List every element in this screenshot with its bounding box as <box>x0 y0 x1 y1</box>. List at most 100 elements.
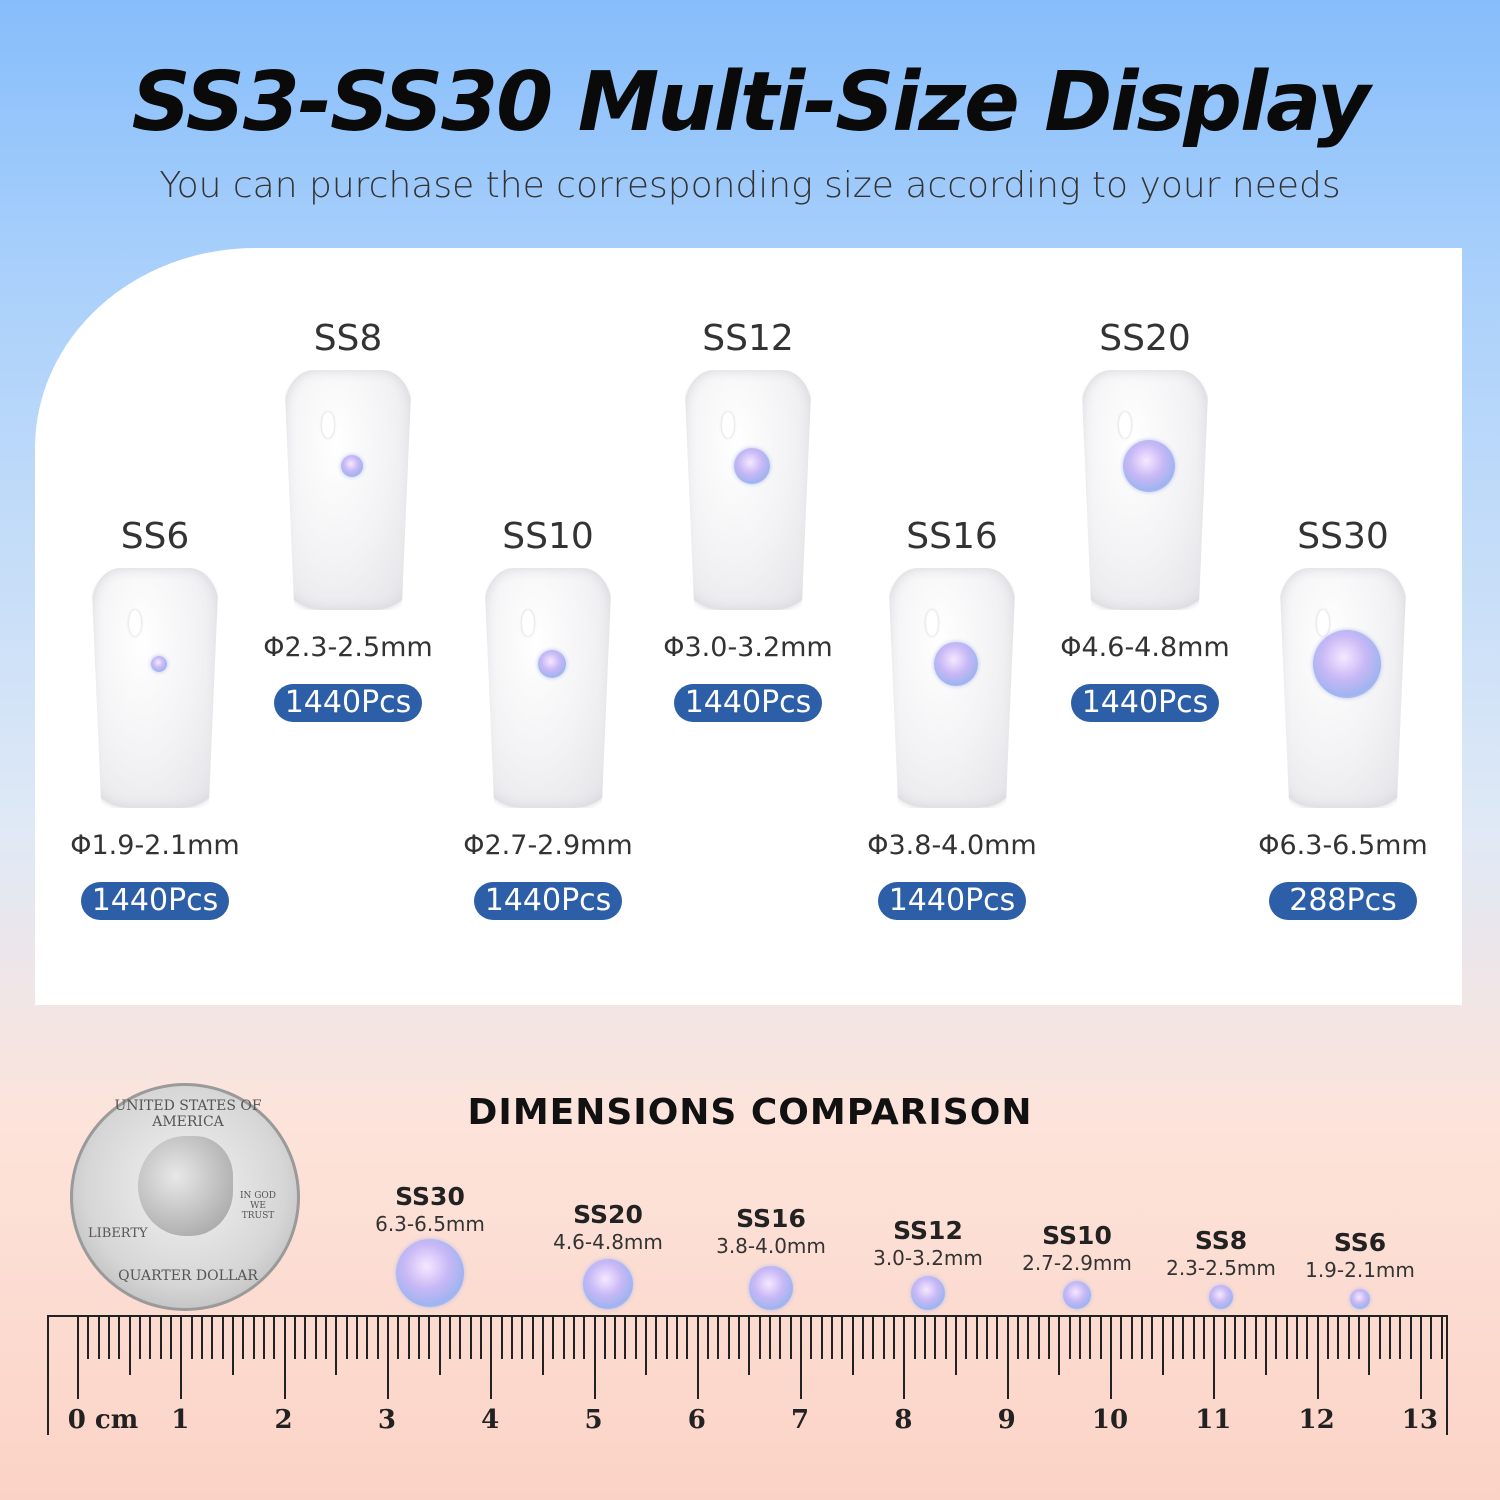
ruler-mm-tick <box>717 1317 720 1359</box>
rhinestone-icon <box>583 1259 633 1309</box>
comparison-size: SS12 <box>893 1216 963 1245</box>
ruler-mm-tick <box>934 1317 937 1359</box>
comparison-diameter: 6.3-6.5mm <box>375 1212 485 1236</box>
ruler-mm-tick <box>862 1317 865 1359</box>
ruler-mm-tick <box>1089 1317 1092 1359</box>
comparison-size: SS30 <box>395 1182 465 1211</box>
rhinestone-icon <box>341 455 363 477</box>
nail-shine <box>129 610 141 636</box>
diameter-label: Φ1.9-2.1mm <box>70 830 240 861</box>
ruler-mm-tick <box>1130 1317 1133 1359</box>
ruler-cm-tick <box>386 1317 389 1399</box>
count-badge: 1440Pcs <box>81 882 229 920</box>
washington-profile <box>138 1136 233 1236</box>
rhinestone-icon <box>1063 1281 1091 1309</box>
ruler-cm-tick <box>1419 1317 1422 1399</box>
ruler-mm-tick <box>397 1317 400 1359</box>
ruler-mm-tick <box>1285 1317 1288 1359</box>
ruler-label: 7 <box>791 1405 810 1435</box>
ruler-mm-tick <box>1223 1317 1226 1359</box>
ruler-label: 8 <box>894 1405 913 1435</box>
ruler-cm-tick <box>77 1317 79 1399</box>
ruler-mm-tick <box>1378 1317 1381 1359</box>
ruler-mm-tick <box>944 1317 947 1359</box>
ruler-mm-tick <box>1357 1317 1360 1359</box>
ruler-mm-tick <box>1192 1317 1195 1359</box>
nail-tip-image <box>1279 568 1407 808</box>
ruler-mm-tick <box>200 1317 203 1359</box>
ruler-mm-tick <box>521 1317 524 1359</box>
ruler-mm-tick <box>469 1317 472 1359</box>
ruler-mm-tick <box>190 1317 193 1359</box>
ruler-mm-tick <box>738 1317 741 1359</box>
count-badge: 1440Pcs <box>1071 684 1219 722</box>
ruler-mm-tick <box>355 1317 358 1359</box>
ruler-mm-tick <box>262 1317 265 1359</box>
ruler-label: 4 <box>481 1405 500 1435</box>
comparison-diameter: 2.3-2.5mm <box>1166 1256 1276 1280</box>
ruler-cm-tick <box>1110 1317 1112 1399</box>
count-badge: 1440Pcs <box>674 684 822 722</box>
nail-tip-image <box>1081 370 1209 610</box>
ruler-mm-tick <box>335 1317 338 1375</box>
ruler-mm-tick <box>841 1317 844 1359</box>
ruler-mm-tick <box>1140 1317 1143 1359</box>
size-label: SS16 <box>906 516 998 557</box>
ruler-cm-tick <box>696 1317 699 1399</box>
ruler-mm-tick <box>366 1317 369 1359</box>
nail-tip-image <box>484 568 612 808</box>
ruler-label: 2 <box>274 1405 293 1435</box>
nail-shine <box>1119 412 1131 438</box>
ruler-mm-tick <box>634 1317 637 1359</box>
ruler-mm-tick <box>779 1317 782 1359</box>
ruler-mm-tick <box>748 1317 751 1375</box>
rhinestone-icon <box>1350 1289 1370 1309</box>
size-label: SS6 <box>120 516 190 557</box>
ruler-mm-tick <box>500 1317 503 1359</box>
comparison-size: SS8 <box>1194 1226 1248 1255</box>
ruler-mm-tick <box>448 1317 451 1359</box>
diameter-label: Φ3.0-3.2mm <box>663 632 833 663</box>
ruler-mm-tick <box>924 1317 927 1359</box>
ruler-mm-tick <box>1048 1317 1051 1359</box>
ruler-mm-tick <box>118 1317 121 1359</box>
quarter-coin-image: UNITED STATES OF AMERICA LIBERTY IN GOD … <box>70 1083 300 1311</box>
comparison-diameter: 1.9-2.1mm <box>1305 1258 1415 1282</box>
nail-tip-image <box>284 370 412 610</box>
ruler-mm-tick <box>438 1317 441 1375</box>
ruler-cm-tick <box>283 1317 286 1399</box>
ruler: 0 cm 1 2 3 4 5 6 7 8 9 10 11 12 13 <box>47 1315 1448 1435</box>
ruler-mm-tick <box>97 1317 100 1359</box>
ruler-mm-tick <box>572 1317 575 1359</box>
ruler-mm-tick <box>345 1317 348 1359</box>
ruler-mm-tick <box>252 1317 255 1359</box>
ruler-mm-tick <box>624 1317 627 1359</box>
ruler-mm-tick <box>851 1317 854 1375</box>
ruler-mm-tick <box>965 1317 968 1359</box>
ruler-mm-tick <box>479 1317 482 1359</box>
ruler-cm-tick <box>180 1317 183 1399</box>
ruler-mm-tick <box>1440 1317 1443 1359</box>
ruler-mm-tick <box>417 1317 420 1359</box>
ruler-mm-tick <box>789 1317 792 1359</box>
ruler-mm-tick <box>996 1317 999 1359</box>
ruler-label: 11 <box>1195 1405 1232 1435</box>
size-label: SS20 <box>1099 318 1191 359</box>
ruler-mm-tick <box>1254 1317 1257 1359</box>
size-label: SS30 <box>1297 516 1389 557</box>
rhinestone-icon <box>538 650 566 678</box>
ruler-label: 0 cm <box>67 1405 139 1435</box>
rhinestone-icon <box>396 1239 464 1307</box>
ruler-mm-tick <box>1151 1317 1154 1359</box>
nail-shine <box>1317 610 1329 636</box>
comparison-diameter: 3.0-3.2mm <box>873 1246 983 1270</box>
ruler-mm-tick <box>459 1317 462 1359</box>
ruler-mm-tick <box>686 1317 689 1359</box>
ruler-mm-tick <box>1068 1317 1071 1359</box>
comparison-size: SS10 <box>1042 1221 1112 1250</box>
rhinestone-icon <box>1123 440 1175 492</box>
ruler-mm-tick <box>87 1317 90 1359</box>
ruler-mm-tick <box>603 1317 606 1359</box>
nail-tip-image <box>684 370 812 610</box>
ruler-mm-tick <box>128 1317 131 1375</box>
